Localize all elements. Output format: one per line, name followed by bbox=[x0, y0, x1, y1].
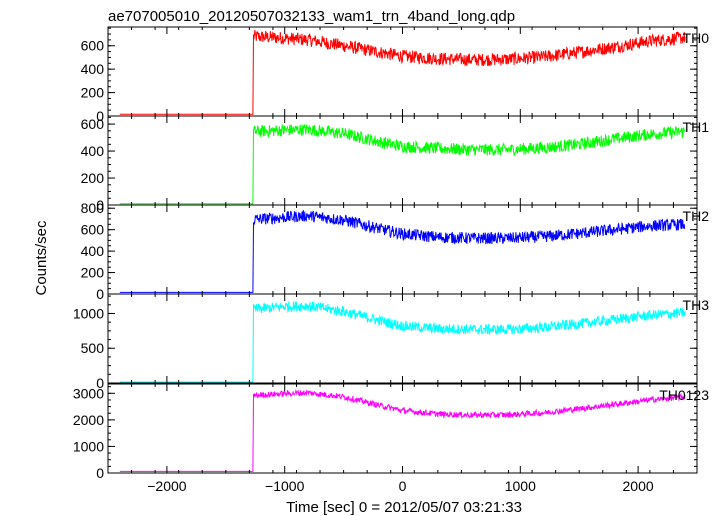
y-tick-label: 0 bbox=[96, 286, 104, 302]
y-tick-label: 800 bbox=[81, 200, 105, 216]
series-line-th1 bbox=[119, 123, 686, 205]
y-tick-label: 400 bbox=[81, 61, 105, 77]
y-tick-label: 600 bbox=[81, 38, 105, 54]
y-tick-label: 200 bbox=[81, 170, 105, 186]
panel-label-th3: TH3 bbox=[683, 297, 710, 313]
panel-frame-th3 bbox=[107, 293, 698, 384]
x-axis-label: Time [sec] 0 = 2012/05/07 03:21:33 bbox=[286, 499, 522, 516]
x-tick-label: 1000 bbox=[505, 478, 536, 494]
y-axis-label: Counts/sec bbox=[33, 220, 50, 296]
panel-frame-th0123 bbox=[107, 383, 698, 474]
y-tick-label: 2000 bbox=[73, 412, 104, 428]
panel-frame-th1 bbox=[107, 115, 698, 206]
panels-group: 0 200 400 600 TH0 0 200 400 600 TH1 0 200 400 600 800 T… bbox=[73, 26, 710, 494]
y-tick-label: 0 bbox=[96, 197, 104, 213]
y-tick-label: 400 bbox=[81, 143, 105, 159]
x-tick-label: −2000 bbox=[147, 478, 187, 494]
panel-frame-th2 bbox=[107, 204, 698, 295]
series-line-th2 bbox=[119, 210, 686, 293]
series-line-th0123 bbox=[119, 388, 686, 472]
y-tick-label: 1000 bbox=[73, 438, 104, 454]
x-tick-label: 2000 bbox=[623, 478, 654, 494]
panel-label-th0: TH0 bbox=[683, 30, 710, 46]
y-tick-label: 1000 bbox=[73, 305, 104, 321]
series-line-th3 bbox=[119, 301, 686, 383]
panel-frame-th0 bbox=[107, 26, 698, 117]
y-tick-label: 500 bbox=[81, 340, 105, 356]
y-tick-label: 600 bbox=[81, 222, 105, 238]
panel-label-th2: TH2 bbox=[683, 208, 710, 224]
y-tick-label: 0 bbox=[96, 375, 104, 391]
series-line-th0 bbox=[119, 30, 686, 115]
y-tick-label: 200 bbox=[81, 265, 105, 281]
y-tick-label: 600 bbox=[81, 116, 105, 132]
y-tick-label: 200 bbox=[81, 85, 105, 101]
chart-title: ae707005010_20120507032133_wam1_trn_4ban… bbox=[108, 8, 515, 25]
y-tick-label: 0 bbox=[96, 465, 104, 481]
y-tick-label: 3000 bbox=[73, 385, 104, 401]
y-tick-label: 400 bbox=[81, 243, 105, 259]
x-tick-label: −1000 bbox=[265, 478, 305, 494]
x-tick-label: 0 bbox=[399, 478, 407, 494]
panel-label-th0123: TH0123 bbox=[659, 387, 709, 403]
y-tick-label: 0 bbox=[96, 108, 104, 124]
panel-label-th1: TH1 bbox=[683, 119, 710, 135]
